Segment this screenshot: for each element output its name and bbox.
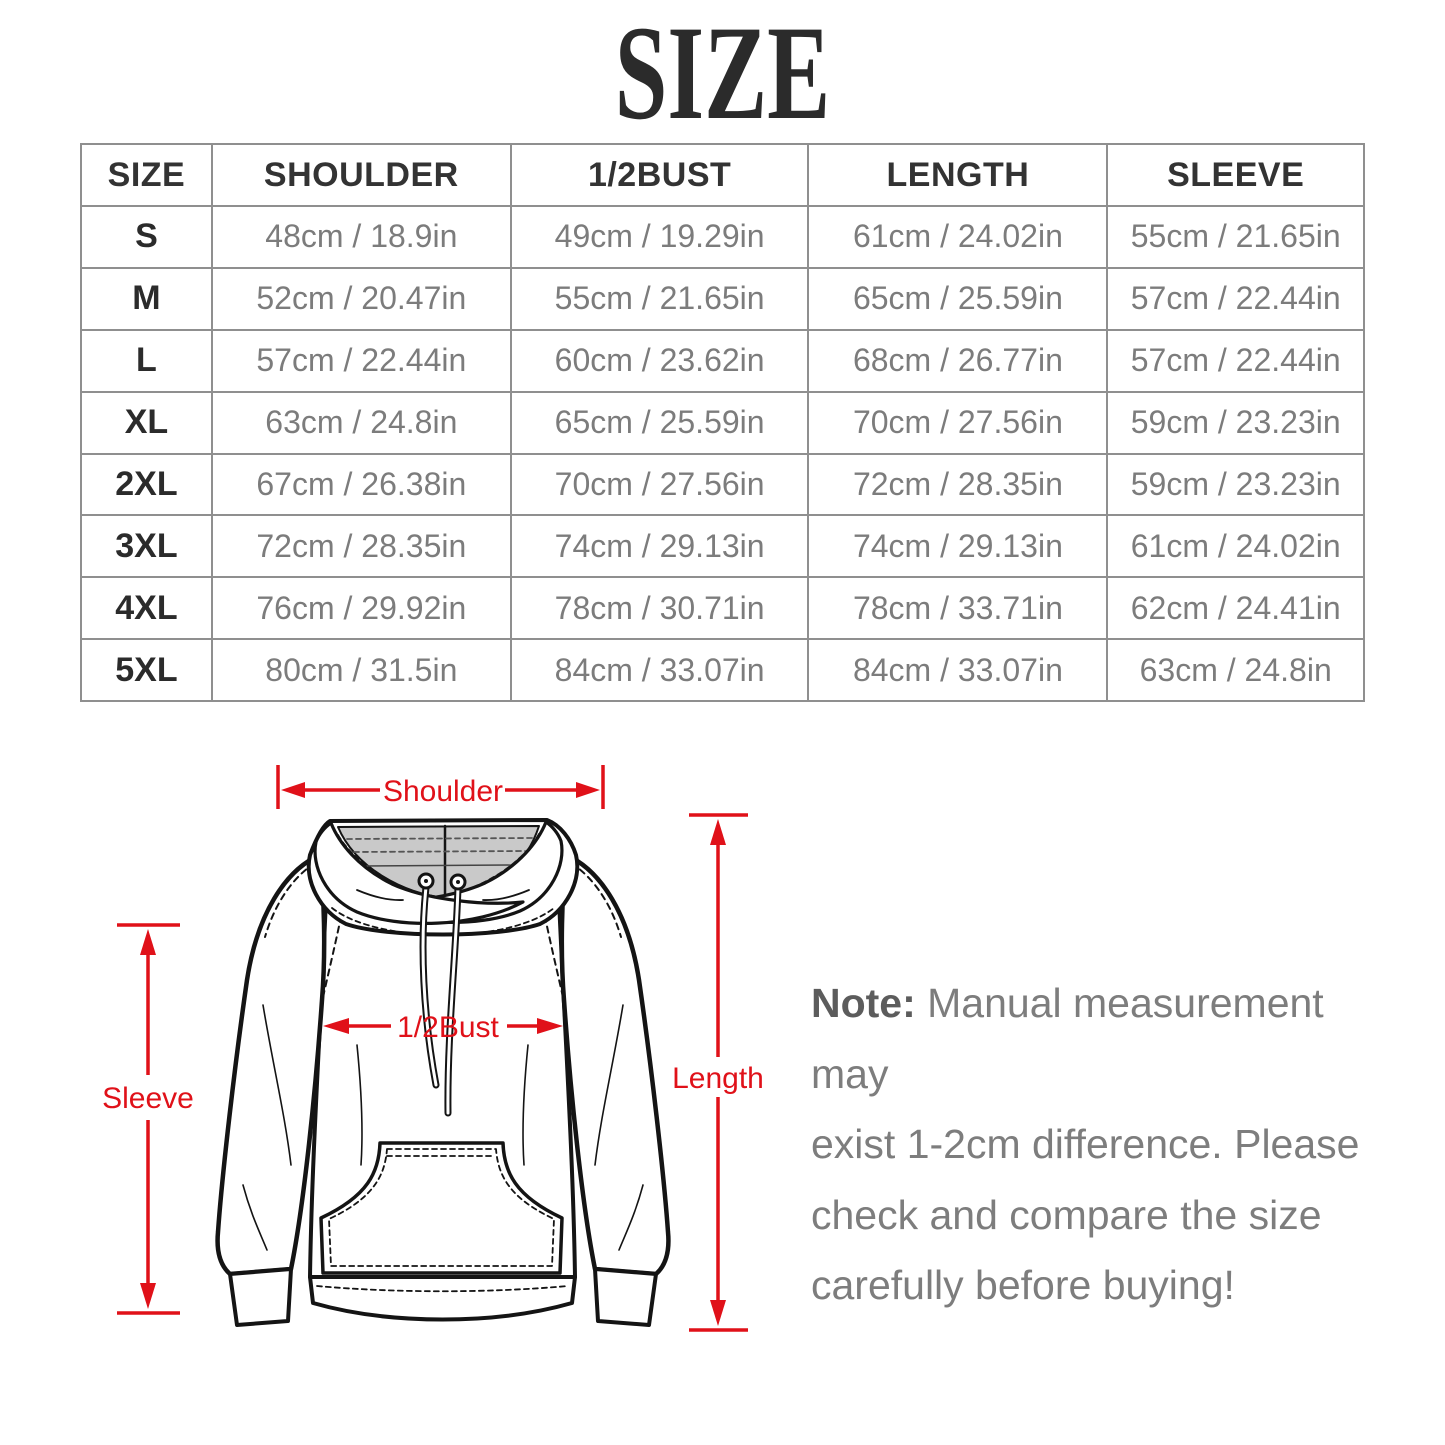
table-row: M 52cm / 20.47in 55cm / 21.65in 65cm / 2… [80,266,1365,331]
table-cell: 74cm / 29.13in [509,514,810,579]
table-cell: 55cm / 21.65in [1106,205,1365,269]
table-cell: 59cm / 23.23in [1106,452,1365,517]
table-cell: 67cm / 26.38in [210,452,512,517]
size-label-cell: 3XL [80,514,213,579]
table-row: 5XL 80cm / 31.5in 84cm / 33.07in 84cm / … [80,638,1365,703]
note-line: carefully before buying! [811,1262,1235,1308]
table-cell: 57cm / 22.44in [1106,266,1365,331]
note-line: Note: Manual measurement may [811,968,1411,1109]
page-title: SIZE [614,0,831,148]
table-cell: 61cm / 24.02in [1106,514,1365,579]
table-cell: 76cm / 29.92in [210,576,512,641]
table-header-row: SIZE SHOULDER 1/2BUST LENGTH SLEEVE [80,143,1365,207]
size-table-header: SIZE SHOULDER 1/2BUST LENGTH SLEEVE [80,143,1365,207]
table-cell: 72cm / 28.35in [210,514,512,579]
table-cell: 59cm / 23.23in [1106,390,1365,455]
length-measure-arrow [689,813,748,1332]
table-cell: 72cm / 28.35in [807,452,1109,517]
table-cell: 74cm / 29.13in [807,514,1109,579]
table-row: 3XL 72cm / 28.35in 74cm / 29.13in 74cm /… [80,514,1365,579]
note-text: Manual measurement may [811,980,1324,1097]
sleeve-label: Sleeve [102,1082,194,1115]
size-label-cell: L [80,328,213,393]
note-line: check and compare the size [811,1191,1322,1238]
table-cell: 57cm / 22.44in [210,328,512,393]
note-label: Note: [811,980,916,1026]
table-cell: 62cm / 24.41in [1106,576,1365,641]
hoodie-drawing [215,818,671,1327]
size-label-cell: 4XL [80,576,213,641]
measurement-annotations: Shoulder 1/2Bust Sleeve Length [102,765,764,1332]
header-sleeve: SLEEVE [1106,143,1365,207]
table-row: 2XL 67cm / 26.38in 70cm / 27.56in 72cm /… [80,452,1365,517]
table-cell: 61cm / 24.02in [807,205,1109,269]
measurement-note: Note: Manual measurement may exist 1-2cm… [811,968,1411,1321]
table-cell: 65cm / 25.59in [509,390,810,455]
hoodie-measurement-diagram: Shoulder 1/2Bust Sleeve Length [102,765,764,1332]
size-table: SIZE SHOULDER 1/2BUST LENGTH SLEEVE S 48… [80,143,1365,703]
shoulder-measure-arrow [276,765,605,809]
header-shoulder: SHOULDER [210,143,512,207]
table-row: L 57cm / 22.44in 60cm / 23.62in 68cm / 2… [80,328,1365,393]
header-length: LENGTH [807,143,1109,207]
table-cell: 55cm / 21.65in [509,266,810,331]
table-cell: 48cm / 18.9in [210,205,512,269]
size-label-cell: 5XL [80,638,213,703]
table-cell: 63cm / 24.8in [1106,638,1365,703]
table-cell: 78cm / 33.71in [807,576,1109,641]
sleeve-measure-arrow [117,923,180,1315]
table-cell: 63cm / 24.8in [210,390,512,455]
table-row: 4XL 76cm / 29.92in 78cm / 30.71in 78cm /… [80,576,1365,641]
table-cell: 78cm / 30.71in [509,576,810,641]
table-cell: 70cm / 27.56in [807,390,1109,455]
half-bust-label: 1/2Bust [397,1011,499,1044]
size-label-cell: XL [80,390,213,455]
size-label-cell: 2XL [80,452,213,517]
size-label-cell: S [80,205,213,269]
header-bust: 1/2BUST [509,143,810,207]
half-bust-measure-arrow [323,1018,563,1034]
table-cell: 60cm / 23.62in [509,328,810,393]
header-size: SIZE [80,143,213,207]
length-label: Length [672,1062,764,1095]
size-label-cell: M [80,266,213,331]
table-cell: 80cm / 31.5in [210,638,512,703]
table-cell: 52cm / 20.47in [210,266,512,331]
shoulder-label: Shoulder [383,775,503,808]
table-cell: 84cm / 33.07in [509,638,810,703]
table-cell: 84cm / 33.07in [807,638,1109,703]
table-row: S 48cm / 18.9in 49cm / 19.29in 61cm / 24… [80,205,1365,269]
table-cell: 70cm / 27.56in [509,452,810,517]
note-line: exist 1-2cm difference. Please [811,1121,1360,1167]
table-row: XL 63cm / 24.8in 65cm / 25.59in 70cm / 2… [80,390,1365,455]
table-cell: 65cm / 25.59in [807,266,1109,331]
table-cell: 57cm / 22.44in [1106,328,1365,393]
table-cell: 49cm / 19.29in [509,205,810,269]
table-cell: 68cm / 26.77in [807,328,1109,393]
